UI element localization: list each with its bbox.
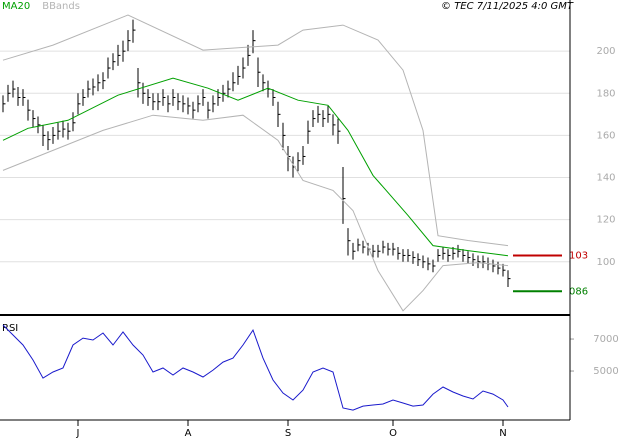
indicator-line [2,14,509,247]
y-tick-label: 160 [596,130,615,141]
panel-title: RSI [2,323,18,334]
x-tick-label: N [499,428,506,439]
x-tick-label: A [185,428,192,439]
x-tick-label: O [389,428,397,439]
rsi-line [2,324,509,411]
y-tick-label: 7000 [593,334,618,345]
x-tick-label: S [285,428,291,439]
y-tick-label: 5000 [593,366,618,377]
y-tick-label: 100 [596,257,615,268]
level-label: 086 [569,286,588,297]
x-tick-label: J [76,428,80,439]
y-tick-label: 140 [596,173,615,184]
indicator-line [2,114,509,312]
source: © TEC 7/11/2025 4:0 GMT [441,1,574,12]
y-tick-label: 120 [596,215,615,226]
indicator-line [2,77,509,257]
legend-entry: BBands [42,1,80,12]
legend-entry: MA20 [2,1,30,12]
y-tick-label: 200 [596,46,615,57]
level-label: 103 [569,250,588,261]
y-tick-label: 180 [596,88,615,99]
